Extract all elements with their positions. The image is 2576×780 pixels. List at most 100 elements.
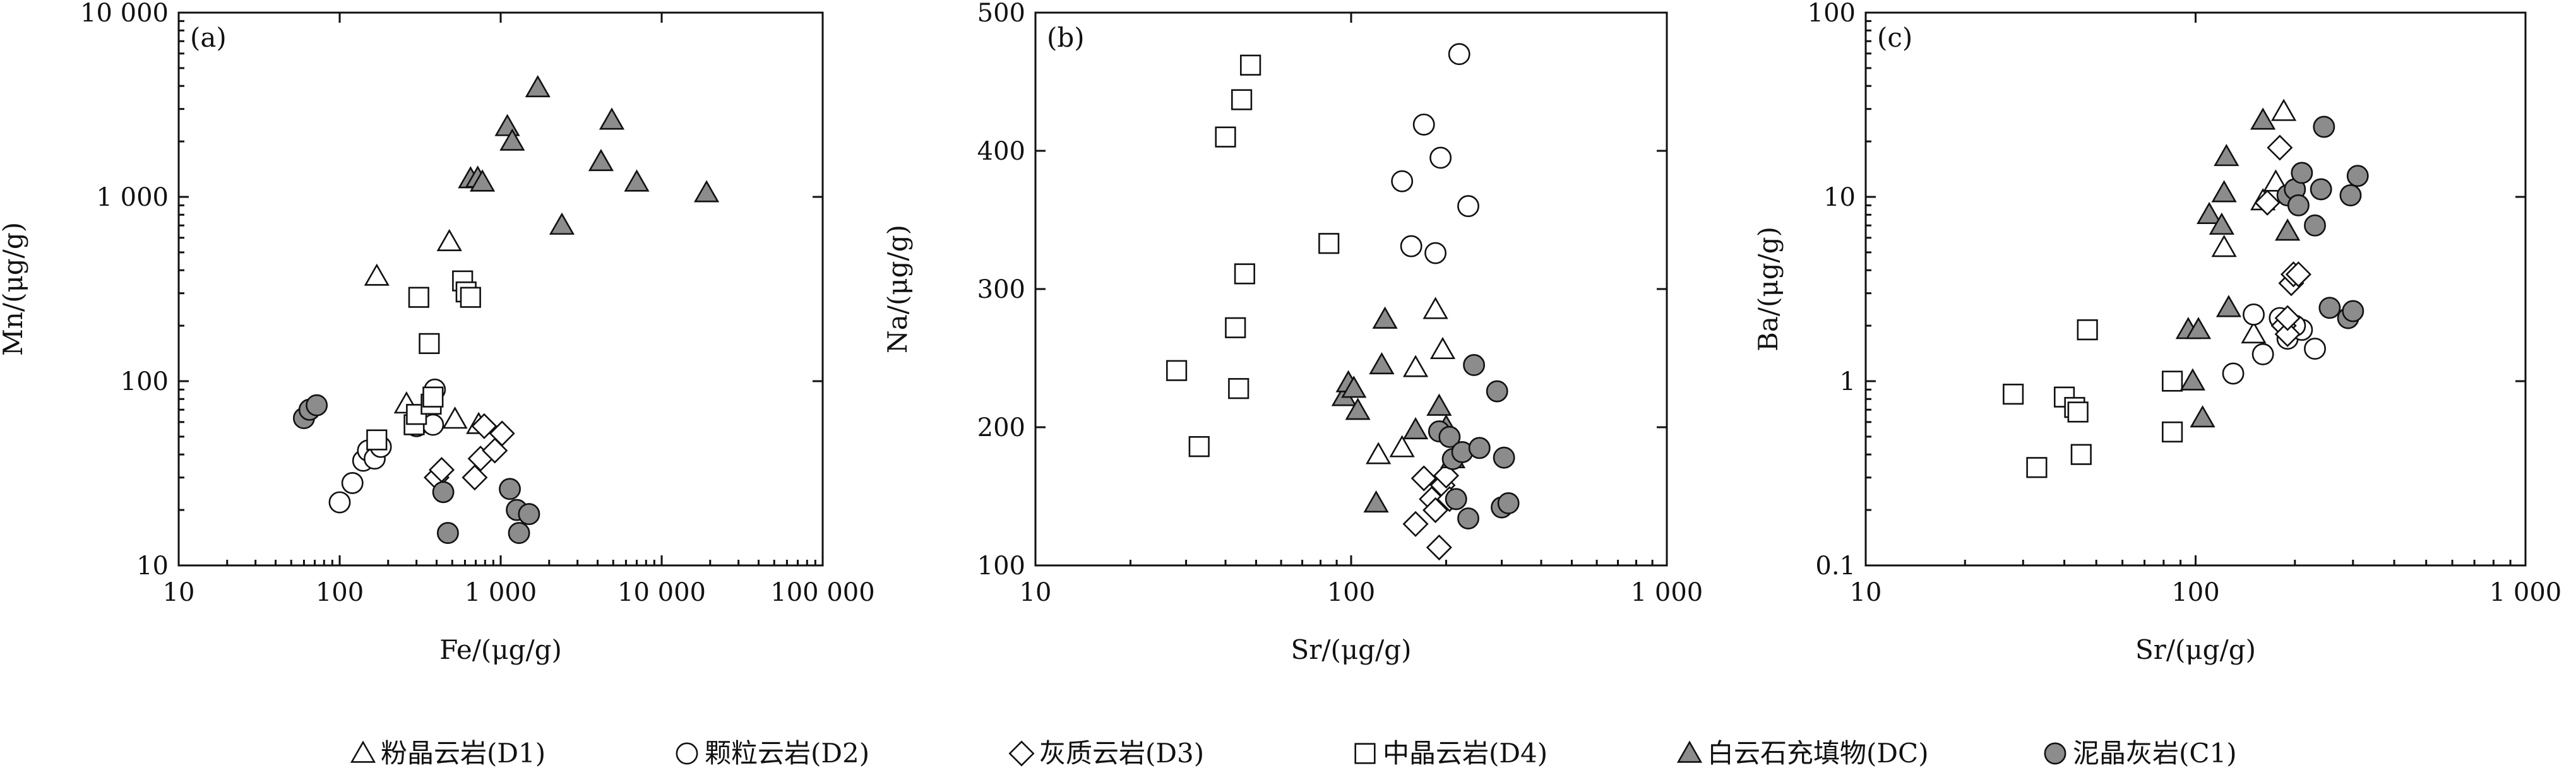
data-point xyxy=(364,263,390,286)
data-point xyxy=(1363,490,1389,513)
y-tick-label: 1 000 xyxy=(96,183,169,212)
data-point xyxy=(2214,144,2239,167)
data-point xyxy=(2190,405,2215,428)
data-point xyxy=(1369,352,1395,375)
data-point xyxy=(432,481,455,504)
x-tick-label: 1 000 xyxy=(2490,578,2562,607)
data-point xyxy=(2251,343,2274,365)
legend-entry: 白云石充填物(DC) xyxy=(1676,738,1929,769)
data-point xyxy=(489,420,515,447)
data-point xyxy=(2077,319,2098,341)
series-circle-open xyxy=(1391,43,1479,264)
panel-c: 10 100 1 000 0.1 1 10 100 Sr/(μg/g) Ba/(μg/g) (c) xyxy=(1753,0,2561,665)
legend-marker xyxy=(2044,742,2066,765)
data-point xyxy=(1429,146,1452,169)
data-point xyxy=(1166,360,1188,381)
x-axis-label: Sr/(μg/g) xyxy=(2135,634,2256,665)
legend-label: 灰质云岩(D3) xyxy=(1039,738,1204,769)
y-tick-label: 10 xyxy=(1823,183,1856,212)
data-point xyxy=(341,471,364,494)
data-point xyxy=(1422,297,1448,319)
data-point xyxy=(2026,457,2048,478)
data-point xyxy=(462,464,488,491)
y-tick-label: 500 xyxy=(977,0,1025,28)
legend-entry: 中晶云岩(D4) xyxy=(1354,738,1547,769)
series-triangle-filled xyxy=(2175,107,2301,428)
data-point xyxy=(1188,436,1210,458)
x-tick-label: 1 000 xyxy=(465,578,537,607)
data-point xyxy=(422,386,444,408)
data-point xyxy=(1429,336,1456,360)
series-diamond-open xyxy=(1402,463,1463,561)
data-point xyxy=(1228,378,1249,399)
data-point xyxy=(1463,353,1486,376)
series-triangle-filled xyxy=(458,74,720,235)
panel-label: (b) xyxy=(1047,22,1085,53)
data-point xyxy=(693,180,720,203)
legend-label: 白云石充填物(DC) xyxy=(1707,738,1929,769)
data-point xyxy=(419,333,440,354)
series-diamond-open xyxy=(423,413,515,491)
data-point xyxy=(469,169,496,192)
data-point xyxy=(2211,235,2237,257)
y-tick-label: 10 xyxy=(136,552,169,581)
data-point xyxy=(1426,393,1452,416)
data-point xyxy=(1402,355,1429,377)
panel-label: (c) xyxy=(1877,22,1912,53)
data-point xyxy=(482,437,508,464)
data-point xyxy=(1318,233,1340,254)
data-point xyxy=(2285,261,2311,288)
data-point xyxy=(2287,194,2310,216)
series-circle-filled xyxy=(2276,115,2369,329)
data-point xyxy=(2310,178,2332,201)
data-point xyxy=(1400,235,1422,257)
data-point xyxy=(1468,437,1491,459)
data-point xyxy=(366,429,388,451)
data-point xyxy=(306,394,328,417)
x-tick-label: 100 xyxy=(316,578,364,607)
y-axis-label: Mn/(μg/g) xyxy=(0,222,28,356)
data-point xyxy=(494,114,520,136)
data-point xyxy=(328,491,351,514)
data-point xyxy=(471,413,498,439)
data-point xyxy=(1433,463,1460,489)
data-point xyxy=(1457,195,1479,218)
data-point xyxy=(2215,295,2242,317)
series-square-open xyxy=(366,270,481,451)
data-point xyxy=(2263,169,2289,192)
data-point xyxy=(436,228,462,251)
x-axis-label: Sr/(μg/g) xyxy=(1291,634,1412,665)
x-tick-label: 100 xyxy=(1327,578,1375,607)
data-point xyxy=(2209,212,2234,235)
data-point xyxy=(499,478,521,500)
y-tick-label: 10 000 xyxy=(80,0,169,28)
data-point xyxy=(1457,507,1479,529)
data-point xyxy=(1445,488,1467,511)
data-point xyxy=(2342,300,2364,322)
data-point xyxy=(508,522,530,545)
data-point xyxy=(1240,54,1261,76)
data-point xyxy=(1366,442,1392,464)
data-point xyxy=(2162,421,2183,443)
data-point xyxy=(2067,401,2089,423)
data-point xyxy=(2211,180,2237,203)
y-tick-label: 100 xyxy=(121,367,169,396)
y-axis-label: Ba/(μg/g) xyxy=(1753,227,1784,352)
legend-marker xyxy=(1354,743,1376,764)
data-point xyxy=(1424,242,1447,264)
data-point xyxy=(408,287,429,308)
x-tick-label: 10 000 xyxy=(617,578,706,607)
data-point xyxy=(518,503,540,526)
x-tick-label: 100 xyxy=(2171,578,2219,607)
legend-label: 颗粒云岩(D2) xyxy=(705,738,869,769)
x-tick-label: 100 000 xyxy=(770,578,874,607)
data-point xyxy=(2162,370,2183,392)
data-point xyxy=(1215,126,1236,148)
series-diamond-open xyxy=(2254,134,2311,347)
y-tick-label: 1 xyxy=(1840,367,1856,396)
panel-label: (a) xyxy=(190,22,227,53)
data-point xyxy=(599,107,625,130)
data-point xyxy=(442,406,468,429)
data-point xyxy=(1410,465,1437,492)
y-tick-label: 0.1 xyxy=(1815,552,1856,581)
